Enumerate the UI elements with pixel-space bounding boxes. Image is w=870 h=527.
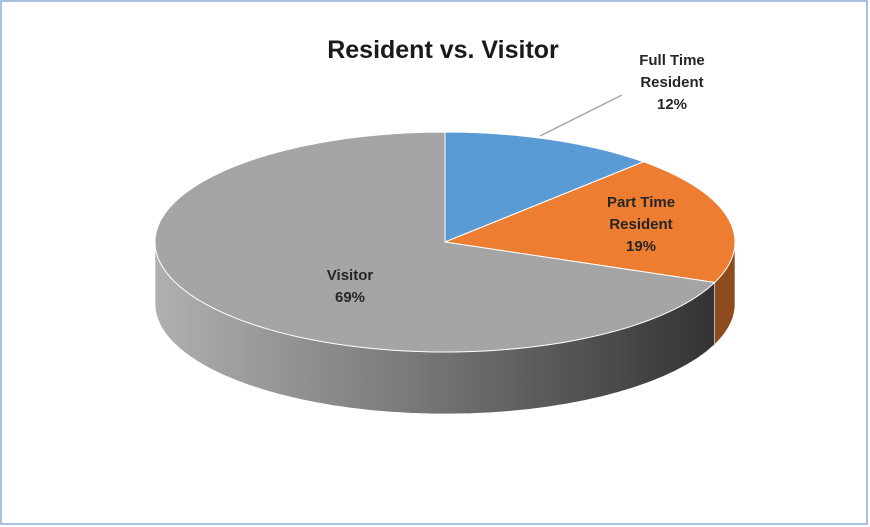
leader-line — [539, 94, 623, 137]
chart-title: Resident vs. Visitor — [327, 36, 559, 64]
label-category: Visitor — [326, 267, 374, 284]
label-value: 69% — [334, 289, 366, 306]
pie-slice — [154, 131, 716, 353]
pie-slice — [443, 161, 736, 284]
label-category: Part Time Resident — [606, 194, 676, 233]
label-category: Full Time Resident — [639, 52, 705, 91]
pie-slice — [444, 131, 645, 243]
data-label: Visitor 69% — [302, 265, 398, 309]
data-label: Full Time Resident 12% — [624, 50, 720, 116]
label-value: 19% — [625, 238, 657, 255]
label-value: 12% — [656, 96, 688, 113]
data-label: Part Time Resident 19% — [593, 192, 689, 258]
